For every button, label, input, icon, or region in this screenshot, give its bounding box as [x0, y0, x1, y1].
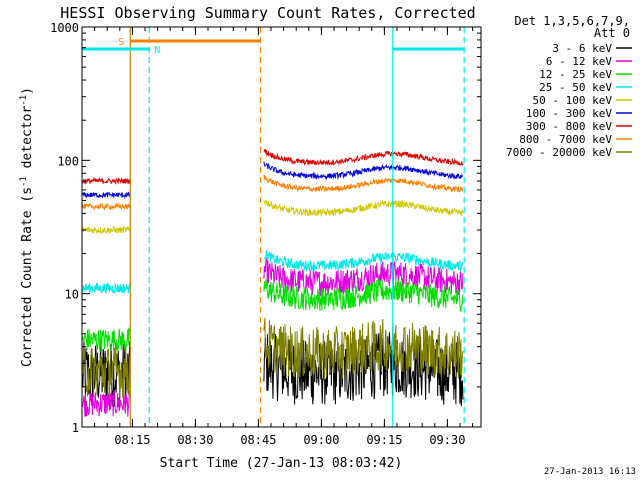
series-line-8: [81, 174, 464, 212]
y-axis-label-sup2: -1: [19, 95, 29, 106]
y-axis-label-main: Corrected Count Rate (s: [20, 187, 35, 367]
legend-label-5: 50 - 100 keV: [533, 94, 613, 107]
y-axis-label-sup1: -1: [19, 176, 29, 187]
x-axis-label: Start Time (27-Jan-13 08:03:42): [160, 456, 403, 471]
series-line-2: [81, 256, 464, 417]
saa-label: S: [118, 37, 124, 48]
legend-label-2: 6 - 12 keV: [546, 55, 613, 68]
series-layer: [81, 148, 464, 417]
y-tick-label: 1: [72, 421, 79, 435]
chart-title: HESSI Observing Summary Count Rates, Cor…: [60, 4, 475, 22]
x-tick-label: 09:30: [429, 433, 465, 447]
y-tick-label: 10: [65, 288, 79, 302]
y-tick-label: 1000: [50, 21, 79, 35]
annotation-layer: SN: [82, 27, 465, 427]
x-tick-label: 08:15: [114, 433, 150, 447]
legend-label-1: 3 - 6 keV: [552, 42, 612, 55]
y-axis-label: Corrected Count Rate (s-1 detector-1): [19, 87, 35, 367]
night-label: N: [154, 45, 160, 56]
x-tick-label: 09:00: [303, 433, 339, 447]
axis-layer: 08:15 08:30 08:45 09:00 09:15 09:30 1 10 100 1000: [50, 21, 481, 447]
x-tick-label: 08:45: [240, 433, 276, 447]
legend-header-line2: Att 0: [594, 26, 630, 40]
y-axis-label-end: ): [20, 87, 35, 95]
legend-label-9: 7000 - 20000 keV: [506, 146, 612, 159]
legend-label-4: 25 - 50 keV: [539, 81, 612, 94]
x-tick-label: 09:15: [366, 433, 402, 447]
series-line-3: [81, 278, 464, 352]
series-line-5: [81, 199, 464, 235]
series-line-9: [81, 317, 464, 399]
footer-date: 27-Jan-2013 16:13: [544, 467, 636, 477]
series-line-7: [81, 148, 464, 185]
legend-label-6: 100 - 300 keV: [526, 107, 612, 120]
legend-label-7: 300 - 800 keV: [526, 120, 612, 133]
legend-header-line1: Det 1,3,5,6,7,9,: [514, 14, 630, 28]
plot-frame: [81, 26, 482, 428]
legend-label-8: 800 - 7000 keV: [519, 133, 612, 146]
series-line-6: [82, 161, 463, 200]
x-tick-label: 08:30: [177, 433, 213, 447]
legend-label-3: 12 - 25 keV: [539, 68, 612, 81]
y-tick-label: 100: [57, 154, 79, 168]
series-line-4: [81, 250, 464, 295]
y-axis-label-mid: detector: [20, 106, 35, 177]
